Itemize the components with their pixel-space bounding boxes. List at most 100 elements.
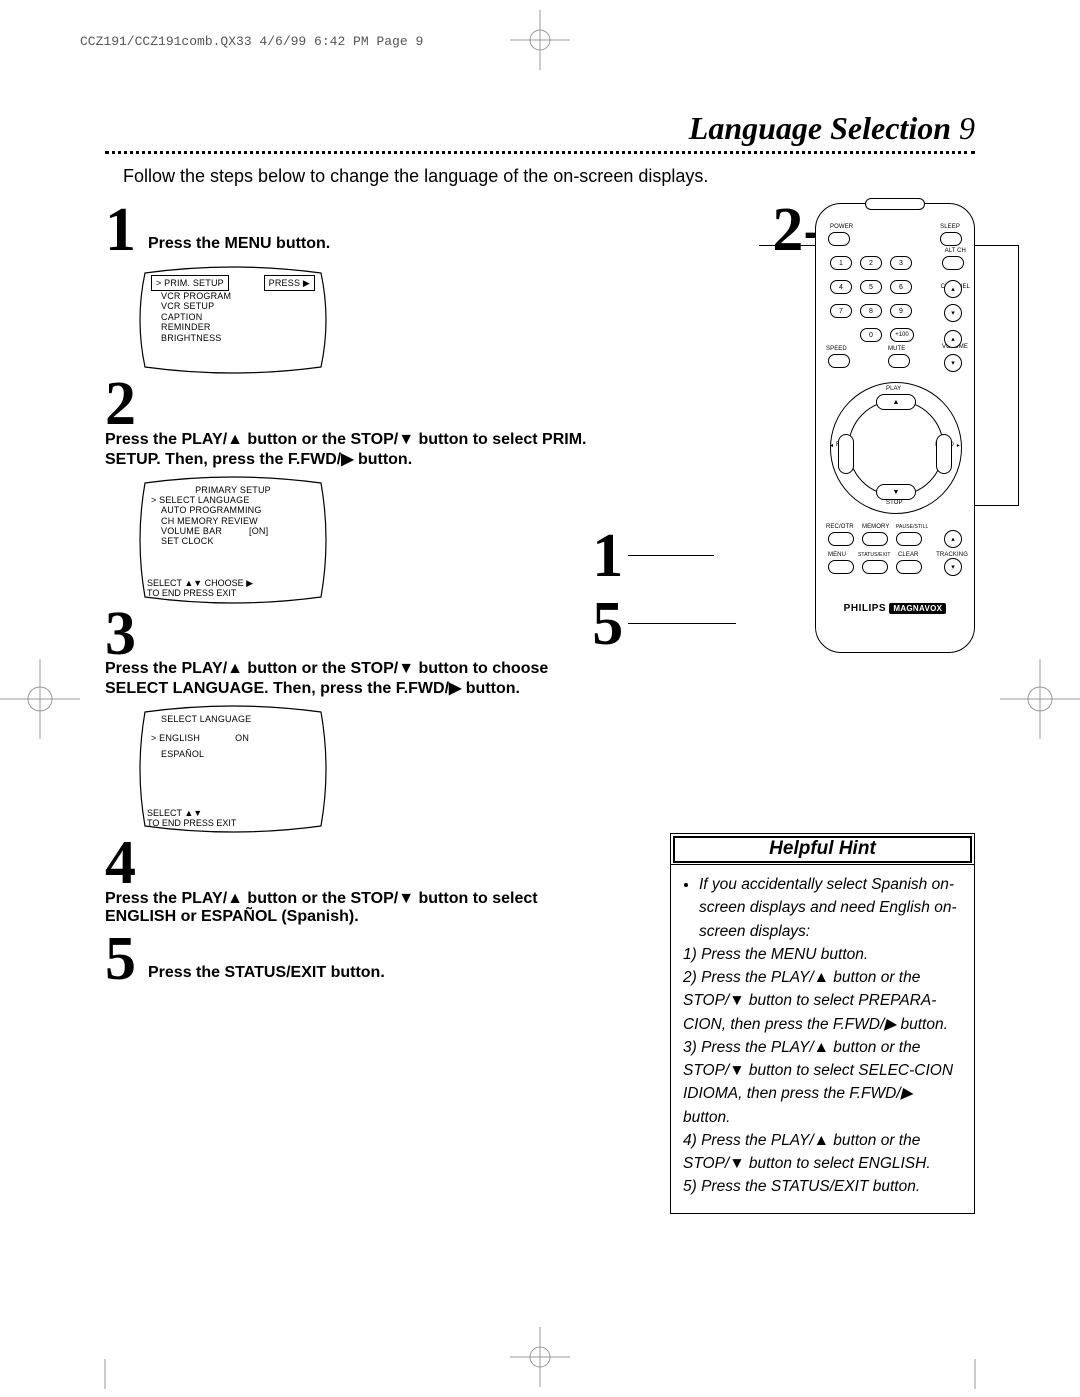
helpful-hint-title: Helpful Hint bbox=[671, 834, 974, 865]
tv-screen-2: PRIMARY SETUP > SELECT LANGUAGE AUTO PRO… bbox=[133, 475, 333, 605]
page-title: Language Selection 9 bbox=[105, 110, 975, 147]
registration-mark-left bbox=[0, 659, 80, 739]
steps-column: 1 Press the MENU button. > PRIM. SETUP P… bbox=[105, 195, 592, 1214]
num-9[interactable]: 9 bbox=[890, 304, 912, 318]
registration-mark-bottom bbox=[510, 1327, 570, 1387]
callout-5: 5 bbox=[592, 589, 623, 660]
right-column: 2-4 1 5 POWER SLEEP bbox=[592, 195, 975, 1214]
step-1-label: Press the MENU button. bbox=[148, 235, 330, 259]
hint-p2: 2) Press the PLAY/▲ button or the STOP/▼… bbox=[683, 966, 962, 1036]
channel-down[interactable]: ▾ bbox=[944, 304, 962, 322]
intro-text: Follow the steps below to change the lan… bbox=[123, 166, 975, 187]
step-5-label: Press the STATUS/EXIT button. bbox=[148, 964, 385, 988]
tracking-down[interactable]: ▾ bbox=[944, 558, 962, 576]
step-1-num: 1 bbox=[105, 203, 136, 259]
volume-up[interactable]: ▴ bbox=[944, 330, 962, 348]
play-button[interactable]: ▲ bbox=[876, 394, 916, 410]
altch-button[interactable] bbox=[942, 256, 964, 270]
step-4-label: Press the PLAY/▲ button or the STOP/▼ bu… bbox=[105, 890, 592, 926]
altch-label: ALT CH bbox=[945, 248, 966, 254]
ffwd-button[interactable] bbox=[936, 434, 952, 474]
dotted-divider bbox=[105, 151, 975, 154]
step-3-num: 3 bbox=[105, 607, 136, 663]
num-6[interactable]: 6 bbox=[890, 280, 912, 294]
tv2-f2: TO END PRESS EXIT bbox=[147, 589, 253, 599]
hint-p5: 5) Press the STATUS/EXIT button. bbox=[683, 1175, 962, 1198]
channel-up[interactable]: ▴ bbox=[944, 280, 962, 298]
rew-tri-icon: ◂ bbox=[830, 442, 833, 449]
num-8[interactable]: 8 bbox=[860, 304, 882, 318]
tv2-title: PRIMARY SETUP bbox=[151, 485, 315, 495]
volume-down[interactable]: ▾ bbox=[944, 354, 962, 372]
sleep-label: SLEEP bbox=[940, 224, 960, 230]
speed-button[interactable] bbox=[828, 354, 850, 368]
leader-1 bbox=[628, 555, 714, 556]
num-3[interactable]: 3 bbox=[890, 256, 912, 270]
tv3-title: SELECT LANGUAGE bbox=[161, 714, 315, 724]
page-number: 9 bbox=[959, 110, 975, 146]
tv3-l2: ESPAÑOL bbox=[161, 749, 315, 759]
memory-label: MEMORY bbox=[862, 524, 890, 530]
mute-label: MUTE bbox=[888, 346, 905, 352]
leader-24-to-ring bbox=[975, 505, 1019, 506]
corner-tick-bl bbox=[90, 1359, 120, 1389]
tv3-f2: TO END PRESS EXIT bbox=[147, 819, 236, 829]
num-100[interactable]: +100 bbox=[890, 328, 914, 342]
helpful-hint-box: Helpful Hint If you accidentally select … bbox=[670, 833, 975, 1214]
tv2-l4: VOLUME BAR [ON] bbox=[161, 526, 315, 536]
step-3-label: Press the PLAY/▲ button or the STOP/▼ bu… bbox=[105, 660, 592, 698]
clear-button[interactable] bbox=[896, 560, 922, 574]
corner-tick-br bbox=[960, 1359, 990, 1389]
power-label: POWER bbox=[830, 224, 853, 230]
num-0[interactable]: 0 bbox=[860, 328, 882, 342]
pause-label: PAUSE/STILL bbox=[896, 524, 928, 530]
sleep-button[interactable] bbox=[940, 232, 962, 246]
tv1-line2: VCR PROGRAM bbox=[161, 291, 315, 301]
tv1-line4: CAPTION bbox=[161, 312, 315, 322]
step-4-num: 4 bbox=[105, 836, 136, 892]
pause-button[interactable] bbox=[896, 532, 922, 546]
tv3-l1: > ENGLISH ON bbox=[151, 733, 315, 743]
status-label: STATUS/EXIT bbox=[858, 552, 891, 558]
tv2-l1: > SELECT LANGUAGE bbox=[151, 495, 315, 505]
num-4[interactable]: 4 bbox=[830, 280, 852, 294]
speed-label: SPEED bbox=[826, 346, 847, 352]
step-2-label: Press the PLAY/▲ button or the STOP/▼ bu… bbox=[105, 431, 592, 469]
mute-button[interactable] bbox=[888, 354, 910, 368]
tracking-up[interactable]: ▴ bbox=[944, 530, 962, 548]
num-5[interactable]: 5 bbox=[860, 280, 882, 294]
tv2-l3: CH MEMORY REVIEW bbox=[161, 516, 315, 526]
tv-screen-1: > PRIM. SETUP PRESS ▶ VCR PROGRAM VCR SE… bbox=[133, 265, 333, 375]
hint-p4: 4) Press the PLAY/▲ button or the STOP/▼… bbox=[683, 1129, 962, 1176]
status-exit-button[interactable] bbox=[862, 560, 888, 574]
page-title-text: Language Selection bbox=[689, 110, 951, 146]
tv-screen-3: SELECT LANGUAGE > ENGLISH ON ESPAÑOL SEL… bbox=[133, 704, 333, 834]
registration-mark-right bbox=[1000, 659, 1080, 739]
step-5-num: 5 bbox=[105, 932, 136, 988]
remote-illustration: 2-4 1 5 POWER SLEEP bbox=[652, 203, 975, 653]
tv2-l2: AUTO PROGRAMMING bbox=[161, 505, 315, 515]
tv1-line6: BRIGHTNESS bbox=[161, 333, 315, 343]
remote-ir-window bbox=[865, 198, 925, 210]
remote-brand: PHILIPS MAGNAVOX bbox=[816, 603, 974, 614]
menu-button[interactable] bbox=[828, 560, 854, 574]
hint-p1: 1) Press the MENU button. bbox=[683, 943, 962, 966]
rec-button[interactable] bbox=[828, 532, 854, 546]
hint-p3: 3) Press the PLAY/▲ button or the STOP/▼… bbox=[683, 1036, 962, 1129]
hint-lead: If you accidentally select Spanish on-sc… bbox=[699, 873, 962, 943]
power-button[interactable] bbox=[828, 232, 850, 246]
stop-button[interactable]: ▼ bbox=[876, 484, 916, 500]
leader-24-right bbox=[1018, 245, 1019, 505]
memory-button[interactable] bbox=[862, 532, 888, 546]
step-2-num: 2 bbox=[105, 377, 136, 433]
num-1[interactable]: 1 bbox=[830, 256, 852, 270]
num-7[interactable]: 7 bbox=[830, 304, 852, 318]
manual-page: CCZ191/CCZ191comb.QX33 4/6/99 6:42 PM Pa… bbox=[0, 0, 1080, 1397]
brand-philips: PHILIPS bbox=[844, 603, 886, 614]
brand-magnavox: MAGNAVOX bbox=[889, 603, 946, 614]
rew-button[interactable] bbox=[838, 434, 854, 474]
play-label: PLAY bbox=[886, 386, 901, 392]
leader-5 bbox=[628, 623, 736, 624]
num-2[interactable]: 2 bbox=[860, 256, 882, 270]
tv1-line1: > PRIM. SETUP bbox=[151, 275, 229, 291]
